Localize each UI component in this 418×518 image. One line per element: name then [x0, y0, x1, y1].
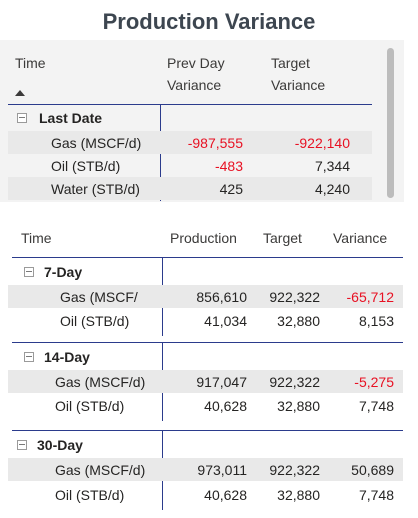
variance-oil-7-day: 8,153	[358, 313, 394, 329]
row-label-gas: Gas (MSCF/d)	[55, 374, 146, 390]
header-prev-day-line2[interactable]: Variance	[167, 77, 222, 93]
target-oil-7-day: 32,880	[277, 313, 320, 329]
row-label-gas: Gas (MSCF/	[60, 289, 138, 305]
row-label-gas: Gas (MSCF/d)	[51, 135, 142, 151]
table-row-band	[8, 370, 403, 393]
target-variance-gas: -922,140	[294, 135, 350, 151]
row-label-gas: Gas (MSCF/d)	[55, 462, 146, 478]
group-divider	[12, 257, 403, 258]
production-oil-14-day: 40,628	[204, 398, 247, 414]
target-variance-water: 4,240	[314, 181, 350, 197]
header-target-variance-line1[interactable]: Target	[271, 55, 310, 71]
variance-gas-30-day: 50,689	[351, 462, 394, 478]
group-30-day: 30-Day	[37, 437, 83, 453]
production-oil-7-day: 41,034	[204, 313, 247, 329]
header-target[interactable]: Target	[263, 230, 302, 246]
header-variance[interactable]: Variance	[333, 230, 388, 246]
prev-day-variance-water: 425	[219, 181, 243, 197]
table-row-band	[8, 131, 372, 154]
row-label-oil: Oil (STB/d)	[60, 313, 130, 329]
production-gas-7-day: 856,610	[196, 289, 247, 305]
production-oil-30-day: 40,628	[204, 487, 247, 503]
production-gas-14-day: 917,047	[196, 374, 247, 390]
vertical-scrollbar[interactable]	[387, 48, 394, 198]
target-variance-oil: 7,344	[314, 158, 350, 174]
sort-ascending-icon[interactable]	[15, 90, 25, 96]
row-label-oil: Oil (STB/d)	[51, 158, 121, 174]
collapse-icon[interactable]	[24, 267, 34, 277]
target-gas-30-day: 922,322	[269, 462, 320, 478]
variance-gas-14-day: -5,275	[354, 374, 394, 390]
group-divider	[12, 342, 403, 343]
production-gas-30-day: 973,011	[197, 462, 247, 478]
header-target-variance-line2[interactable]: Variance	[271, 77, 326, 93]
table1-header-divider	[8, 104, 372, 105]
prev-day-variance-gas: -987,555	[187, 135, 243, 151]
scrollbar-thumb[interactable]	[387, 48, 394, 198]
row-label-water: Water (STB/d)	[51, 181, 140, 197]
header-time[interactable]: Time	[21, 230, 52, 246]
variance-gas-7-day: -65,712	[346, 289, 394, 305]
target-oil-14-day: 32,880	[277, 398, 320, 414]
header-time[interactable]: Time	[15, 55, 46, 71]
table-row-band	[8, 458, 403, 481]
table-row-band	[8, 177, 372, 200]
last-date-table	[0, 40, 404, 202]
group-last-date: Last Date	[39, 110, 103, 126]
target-gas-7-day: 922,322	[269, 289, 320, 305]
row-label-oil: Oil (STB/d)	[55, 487, 125, 503]
target-oil-30-day: 32,880	[277, 487, 320, 503]
variance-oil-30-day: 7,748	[358, 487, 394, 503]
header-prev-day-line1[interactable]: Prev Day	[167, 55, 225, 71]
table-row-band	[8, 285, 403, 308]
group-7-day: 7-Day	[44, 264, 83, 280]
target-gas-14-day: 922,322	[269, 374, 320, 390]
variance-oil-14-day: 7,748	[358, 398, 394, 414]
group-14-day: 14-Day	[44, 349, 90, 365]
collapse-icon[interactable]	[24, 352, 34, 362]
header-production[interactable]: Production	[170, 230, 237, 246]
page-title: Production Variance	[102, 9, 316, 34]
group-divider	[12, 430, 403, 431]
collapse-icon[interactable]	[17, 440, 27, 450]
row-label-oil: Oil (STB/d)	[55, 398, 125, 414]
collapse-icon[interactable]	[17, 113, 27, 123]
prev-day-variance-oil: -483	[214, 158, 243, 174]
